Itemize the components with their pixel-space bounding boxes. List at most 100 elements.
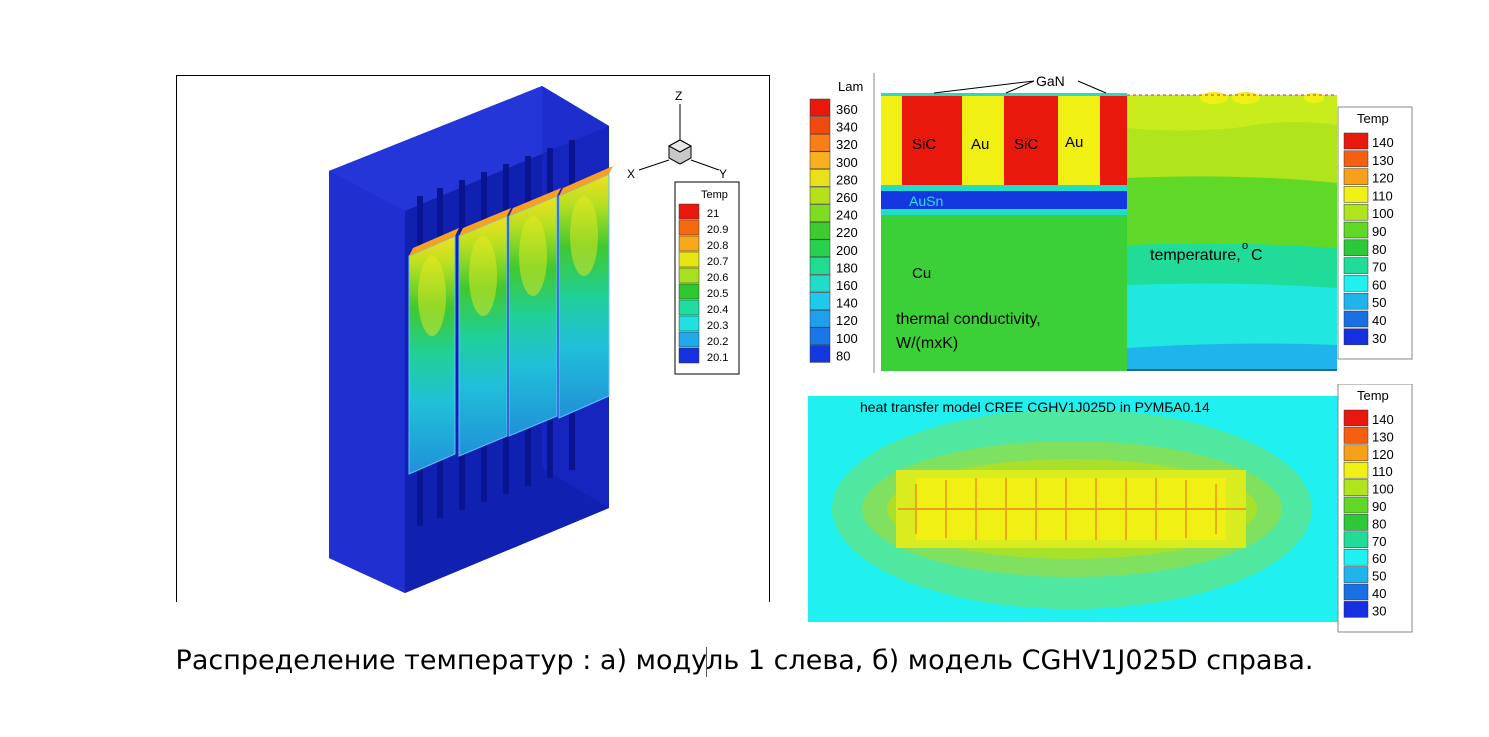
sic-label-1: SiC xyxy=(912,136,936,153)
temp-top-legend-swatch xyxy=(1343,292,1369,310)
temperature-degree: o xyxy=(1242,240,1248,252)
temp-top-legend-swatch xyxy=(1343,132,1369,150)
temp-top-legend-level-label: 110 xyxy=(1372,188,1393,203)
temp-top-legend-swatch xyxy=(1343,221,1369,239)
conductivity-map xyxy=(881,93,1127,371)
lam-legend-swatch xyxy=(809,186,831,205)
lam-legend-level-label: 280 xyxy=(836,172,858,187)
cu-label: Cu xyxy=(912,265,931,282)
temp-bottom-legend-level-label: 70 xyxy=(1372,534,1386,549)
lam-legend-level-label: 320 xyxy=(836,137,858,152)
top-view-panel: heat transfer model CREE CGHV1J025D in Р… xyxy=(806,383,1416,634)
legend-a-swatch xyxy=(678,315,700,332)
legend-a-level-label: 20.4 xyxy=(707,304,728,316)
temp-top-legend-level-label: 90 xyxy=(1372,224,1386,239)
legend-a-swatch xyxy=(678,331,700,348)
heat-plates xyxy=(408,166,613,475)
lam-legend-swatch xyxy=(809,274,831,293)
lam-legend-level-label: 260 xyxy=(836,190,858,205)
lam-legend-level-label: 360 xyxy=(836,102,858,117)
lam-legend-level-label: 340 xyxy=(836,120,858,135)
cabinet-left-side xyxy=(329,171,405,593)
lam-legend-title: Lam xyxy=(838,79,863,94)
figure-caption: Распределение температур : а) модуль 1 с… xyxy=(0,645,1489,677)
legend-a-level-label: 20.1 xyxy=(707,352,728,364)
temp-top-legend-swatch xyxy=(1343,275,1369,292)
lam-legend-level-label: 220 xyxy=(836,225,858,240)
temp-bottom-legend-swatch xyxy=(1343,444,1369,462)
lam-legend-level-label: 160 xyxy=(836,278,858,293)
temp-bottom-legend-swatch xyxy=(1343,531,1369,549)
lam-legend-level-label: 300 xyxy=(836,155,858,170)
legend-a-swatch xyxy=(678,219,700,236)
lam-legend-level-label: 200 xyxy=(836,243,858,258)
temp-bottom-legend-level-label: 90 xyxy=(1372,499,1386,514)
lam-legend-level-label: 80 xyxy=(836,348,850,363)
temp-top-legend-level-label: 120 xyxy=(1372,171,1394,186)
temp-legend-b-bottom-title: Temp xyxy=(1357,388,1389,403)
legend-a-swatch xyxy=(678,267,700,284)
lam-legend-level-label: 120 xyxy=(836,313,858,328)
axes-triad xyxy=(638,104,720,171)
gan-pointers xyxy=(933,80,1107,94)
lam-legend-swatch xyxy=(809,345,831,363)
ausn-label: AuSn xyxy=(909,193,943,209)
axis-y-label: Y xyxy=(719,167,727,181)
lam-legend-swatch xyxy=(809,116,831,134)
temp-bottom-legend-level-label: 50 xyxy=(1372,569,1386,584)
cabinet-top xyxy=(329,86,609,211)
legend-a-level-label: 21 xyxy=(707,208,719,220)
lam-legend-level-label: 240 xyxy=(836,208,858,223)
temp-bottom-legend-level-label: 60 xyxy=(1372,551,1386,566)
axis-z-label: Z xyxy=(675,89,682,103)
au-label-1: Au xyxy=(971,136,989,153)
legend-a-swatch xyxy=(678,347,700,364)
gan-label: GaN xyxy=(1036,73,1065,89)
temperature-unit: C xyxy=(1251,247,1263,264)
legend-a-level-label: 20.8 xyxy=(707,240,728,252)
temp-top-legend-swatch xyxy=(1343,150,1369,168)
cross-section-panel: Lam 360 340 320 300 280 260 240 220 200 180 160 140… xyxy=(806,73,1416,378)
lam-legend: Lam 360 340 320 300 280 260 240 220 200 180 160 140… xyxy=(806,73,870,373)
legend-a-swatch xyxy=(678,299,700,316)
temperature-label: temperature, xyxy=(1150,247,1241,264)
legend-a-level-label: 20.6 xyxy=(707,272,728,284)
lam-legend-swatch xyxy=(809,98,831,117)
lam-legend-swatch xyxy=(809,133,831,152)
lam-legend-swatch xyxy=(809,221,831,240)
temp-bottom-legend-level-label: 130 xyxy=(1372,429,1394,444)
temperature-map xyxy=(1127,92,1337,371)
legend-a-level-label: 20.7 xyxy=(707,256,728,268)
module-3d-panel: Z X Y Temp 21 20.9 20.8 20.7 20.6 20.5 20.4 20.… xyxy=(176,75,770,602)
temp-top-legend-level-label: 40 xyxy=(1372,313,1386,328)
temp-top-legend-swatch xyxy=(1343,328,1369,346)
temp-bottom-legend-level-label: 80 xyxy=(1372,516,1386,531)
temp-bottom-legend-level-label: 110 xyxy=(1372,464,1393,479)
temp-top-legend-level-label: 60 xyxy=(1372,277,1386,292)
temp-top-legend-level-label: 140 xyxy=(1372,135,1394,150)
lam-legend-swatch xyxy=(809,327,831,346)
cursor-mark xyxy=(706,646,708,677)
temp-bottom-legend-level-label: 40 xyxy=(1372,586,1386,601)
legend-a-level-label: 20.3 xyxy=(707,320,728,332)
temp-legend-b-bottom: Temp 140 130 120 110 100 90 80 70 60 50 40 30 xyxy=(1337,383,1413,633)
lam-legend-swatch xyxy=(809,151,831,170)
axis-x-label: X xyxy=(627,167,635,181)
temp-bottom-legend-swatch xyxy=(1343,514,1369,531)
lam-legend-swatch xyxy=(809,309,831,328)
temp-bottom-legend-swatch xyxy=(1343,548,1369,566)
temp-top-legend-swatch xyxy=(1343,310,1369,328)
temp-top-legend-level-label: 130 xyxy=(1372,153,1394,168)
temp-top-legend-swatch xyxy=(1343,203,1369,221)
caption-part-1: Распределение температур : а) моду xyxy=(175,645,708,676)
thermal-conductivity-unit: W/(mxK) xyxy=(896,335,958,352)
lam-legend-swatch xyxy=(809,292,831,310)
top-view-map: heat transfer model CREE CGHV1J025D in Р… xyxy=(808,383,1413,633)
temp-top-legend-level-label: 70 xyxy=(1372,260,1386,275)
temp-top-legend-level-label: 80 xyxy=(1372,242,1386,257)
thermal-conductivity-label: thermal conductivity, xyxy=(896,311,1041,328)
temp-top-legend-swatch xyxy=(1343,239,1369,257)
temp-bottom-legend-level-label: 100 xyxy=(1372,482,1394,497)
temp-bottom-legend-swatch xyxy=(1343,409,1369,427)
lam-legend-swatch xyxy=(809,239,831,258)
